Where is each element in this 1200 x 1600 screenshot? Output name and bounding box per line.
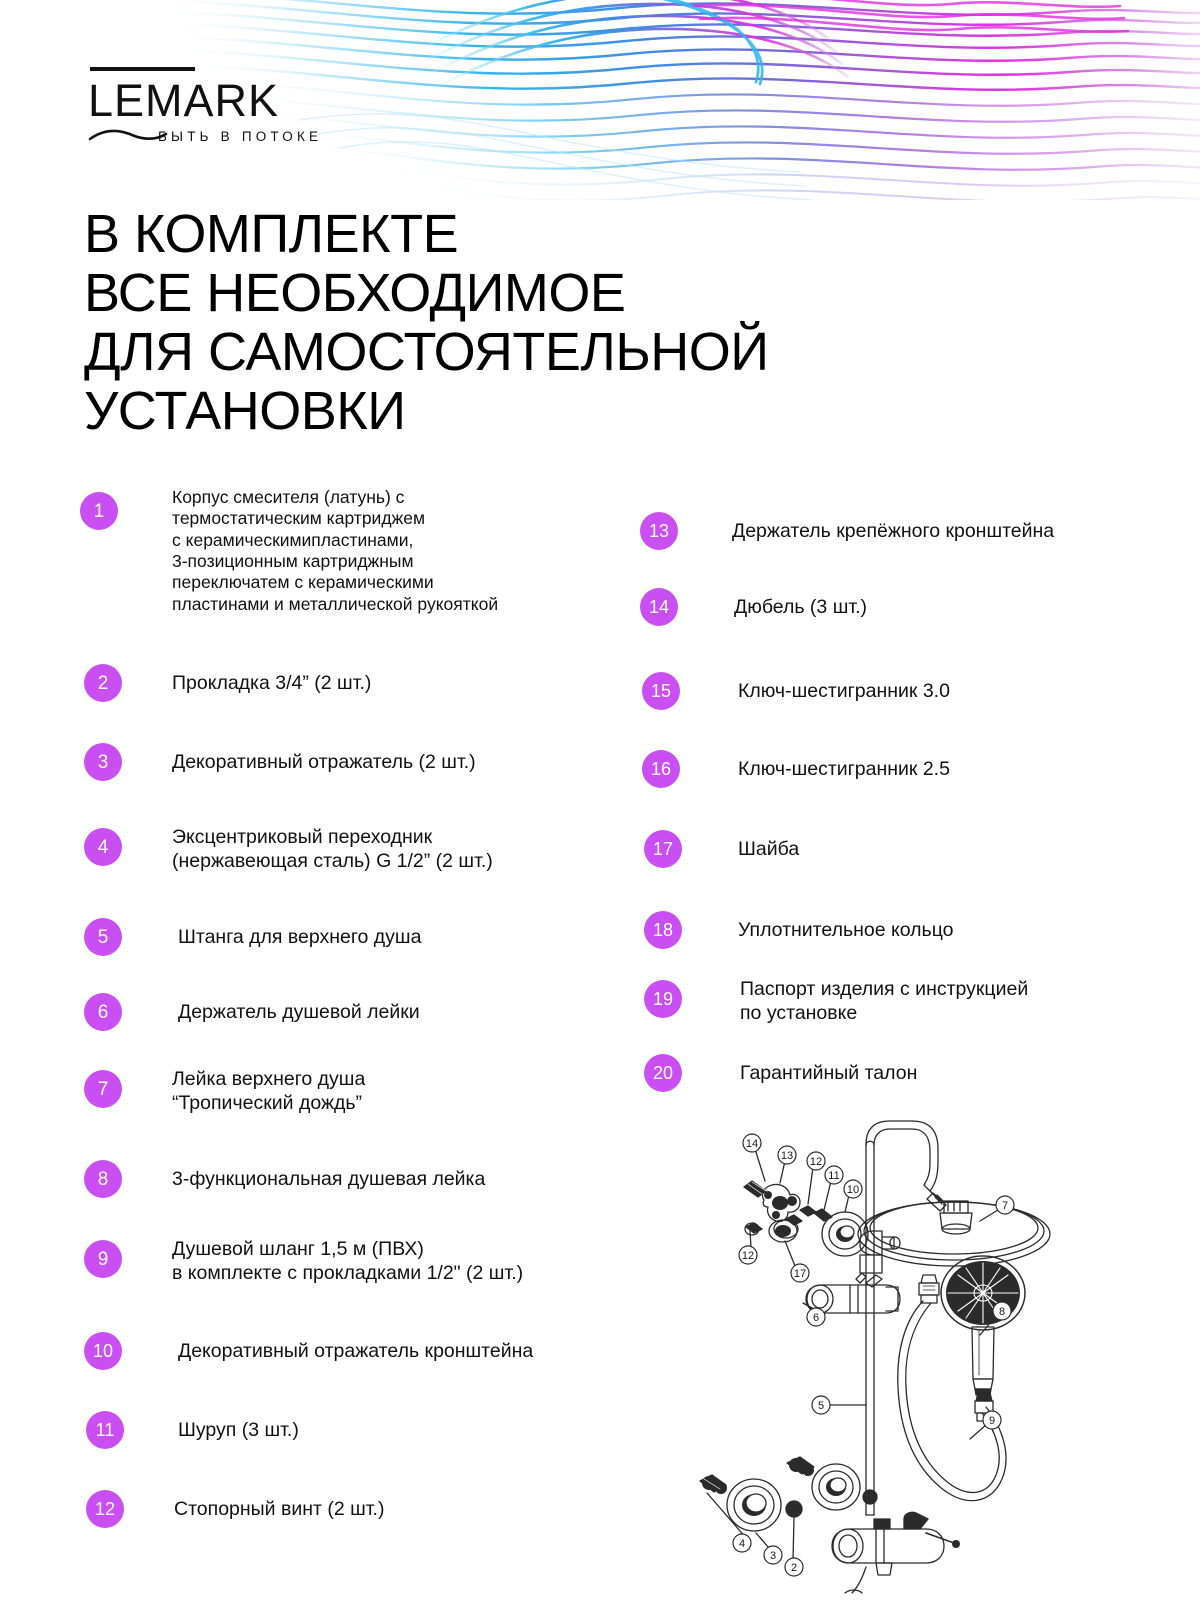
- diagram-callout: 5: [818, 1400, 824, 1412]
- logo-top-bar: [90, 67, 195, 71]
- diagram-callout: 2: [791, 1562, 797, 1574]
- item-label: Уплотнительное кольцо: [738, 919, 954, 941]
- item-number-badge: 9: [84, 1240, 122, 1278]
- item-number-badge: 16: [642, 750, 680, 788]
- diagram-callout: 4: [739, 1538, 745, 1550]
- item-label: Гарантийный талон: [740, 1062, 918, 1084]
- list-item: 19 Паспорт изделия с инструкцией по уста…: [644, 978, 1029, 1026]
- list-item: 13 Держатель крепёжного кронштейна: [640, 512, 1054, 550]
- list-item: 1 Корпус смесителя (латунь) с термостати…: [80, 487, 498, 615]
- item-number-badge: 12: [86, 1490, 124, 1528]
- list-item: 11 Шуруп (3 шт.): [86, 1411, 299, 1449]
- diagram-callout: 17: [794, 1268, 806, 1280]
- item-number-badge: 15: [642, 672, 680, 710]
- diagram-callout: 3: [770, 1550, 776, 1562]
- item-label: Ключ-шестигранник 3.0: [738, 680, 950, 702]
- item-label: Держатель крепёжного кронштейна: [732, 520, 1055, 542]
- item-number-badge: 11: [86, 1411, 124, 1449]
- item-number-badge: 14: [640, 588, 678, 626]
- diagram-callout: 12: [742, 1250, 754, 1262]
- logo-swoosh-icon: [88, 129, 168, 141]
- item-label: Декоративный отражатель (2 шт.): [172, 751, 476, 773]
- brand-logo: LEMARK БЫТЬ В ПОТОКЕ: [88, 67, 388, 158]
- diagram-callout: 12: [810, 1156, 822, 1168]
- item-number-badge: 17: [644, 830, 682, 868]
- item-number-badge: 20: [644, 1054, 682, 1092]
- item-label: Держатель душевой лейки: [178, 1001, 420, 1023]
- item-number-badge: 6: [84, 993, 122, 1031]
- list-item: 5 Штанга для верхнего душа: [84, 918, 421, 956]
- list-item: 15 Ключ-шестигранник 3.0: [642, 672, 950, 710]
- list-item: 4 Эксцентриковый переходник (нержавеющая…: [84, 826, 493, 874]
- item-label: Шайба: [738, 838, 800, 860]
- item-number-badge: 2: [84, 664, 122, 702]
- headline-line-4: УСТАНОВКИ: [84, 380, 406, 441]
- diagram-callout: 11: [828, 1170, 839, 1182]
- logo-tagline: БЫТЬ В ПОТОКЕ: [158, 129, 323, 144]
- list-item: 17 Шайба: [644, 830, 799, 868]
- diagram-callout: 14: [746, 1138, 758, 1150]
- item-number-badge: 7: [84, 1070, 122, 1108]
- list-item: 7 Лейка верхнего душа “Тропический дождь…: [84, 1068, 366, 1116]
- list-item: 9 Душевой шланг 1,5 м (ПВХ) в комплекте …: [84, 1238, 524, 1286]
- item-label: Корпус смесителя (латунь) с термостатиче…: [172, 487, 499, 614]
- headline-line-2: ВСЕ НЕОБХОДИМОЕ: [84, 262, 626, 323]
- shower-system-exploded-diagram: 14 13 12 11 10 12 17 7 6 8 5 9 4 3 2: [690, 1105, 1190, 1600]
- item-label: Паспорт изделия с инструкцией по установ…: [740, 978, 1029, 1024]
- item-label: Эксцентриковый переходник (нержавеющая с…: [172, 826, 493, 872]
- item-number-badge: 19: [644, 980, 682, 1018]
- item-label: Ключ-шестигранник 2.5: [738, 758, 950, 780]
- page-title: В КОМПЛЕКТЕ ВСЕ НЕОБХОДИМОЕ ДЛЯ САМОСТОЯ…: [84, 205, 984, 440]
- diagram-callout: 6: [813, 1312, 819, 1324]
- item-label: Декоративный отражатель кронштейна: [178, 1340, 534, 1362]
- list-item: 3 Декоративный отражатель (2 шт.): [84, 743, 476, 781]
- list-item: 10 Декоративный отражатель кронштейна: [84, 1332, 533, 1370]
- diagram-callout: 8: [999, 1306, 1005, 1318]
- item-label: 3-функциональная душевая лейка: [172, 1168, 486, 1190]
- list-item: 18 Уплотнительное кольцо: [644, 911, 954, 949]
- list-item: 20 Гарантийный талон: [644, 1054, 917, 1092]
- diagram-callout: 10: [847, 1184, 859, 1196]
- item-number-badge: 3: [84, 743, 122, 781]
- diagram-callout: 13: [781, 1150, 793, 1162]
- diagram-callout: 7: [1002, 1200, 1008, 1212]
- item-number-badge: 5: [84, 918, 122, 956]
- list-item: 12 Стопорный винт (2 шт.): [86, 1490, 384, 1528]
- item-label: Прокладка 3/4” (2 шт.): [172, 672, 372, 694]
- headline-line-1: В КОМПЛЕКТЕ: [84, 204, 459, 264]
- list-item: 6 Держатель душевой лейки: [84, 993, 420, 1031]
- list-item: 16 Ключ-шестигранник 2.5: [642, 750, 950, 788]
- item-number-badge: 18: [644, 911, 682, 949]
- item-number-badge: 13: [640, 512, 678, 550]
- list-item: 8 3-функциональная душевая лейка: [84, 1160, 485, 1198]
- item-label: Лейка верхнего душа “Тропический дождь”: [172, 1068, 366, 1114]
- list-item: 14 Дюбель (3 шт.): [640, 588, 867, 626]
- list-item: 2 Прокладка 3/4” (2 шт.): [84, 664, 371, 702]
- item-label: Дюбель (3 шт.): [734, 596, 868, 618]
- item-label: Шуруп (3 шт.): [178, 1419, 299, 1441]
- diagram-callout: 9: [989, 1415, 995, 1427]
- item-number-badge: 4: [84, 828, 122, 866]
- logo-wordmark: LEMARK: [88, 75, 280, 126]
- headline-line-3: ДЛЯ САМОСТОЯТЕЛЬНОЙ: [84, 321, 769, 382]
- item-number-badge: 1: [80, 492, 118, 530]
- item-number-badge: 8: [84, 1160, 122, 1198]
- item-label: Душевой шланг 1,5 м (ПВХ) в комплекте с …: [172, 1238, 524, 1284]
- item-label: Стопорный винт (2 шт.): [174, 1498, 385, 1520]
- item-label: Штанга для верхнего душа: [178, 926, 422, 948]
- item-number-badge: 10: [84, 1332, 122, 1370]
